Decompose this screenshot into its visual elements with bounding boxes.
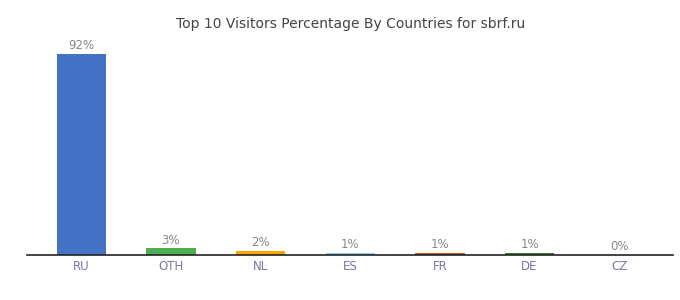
Title: Top 10 Visitors Percentage By Countries for sbrf.ru: Top 10 Visitors Percentage By Countries … — [175, 17, 525, 31]
Text: 92%: 92% — [68, 39, 95, 52]
Text: 1%: 1% — [341, 238, 360, 251]
Bar — [236, 250, 285, 255]
Text: 2%: 2% — [251, 236, 270, 249]
Bar — [146, 248, 196, 255]
Text: 1%: 1% — [430, 238, 449, 251]
Text: 3%: 3% — [162, 234, 180, 247]
Bar — [326, 253, 375, 255]
Bar — [415, 253, 464, 255]
Bar — [505, 253, 554, 255]
Text: 0%: 0% — [610, 240, 628, 253]
Bar — [56, 53, 106, 255]
Text: 1%: 1% — [520, 238, 539, 251]
